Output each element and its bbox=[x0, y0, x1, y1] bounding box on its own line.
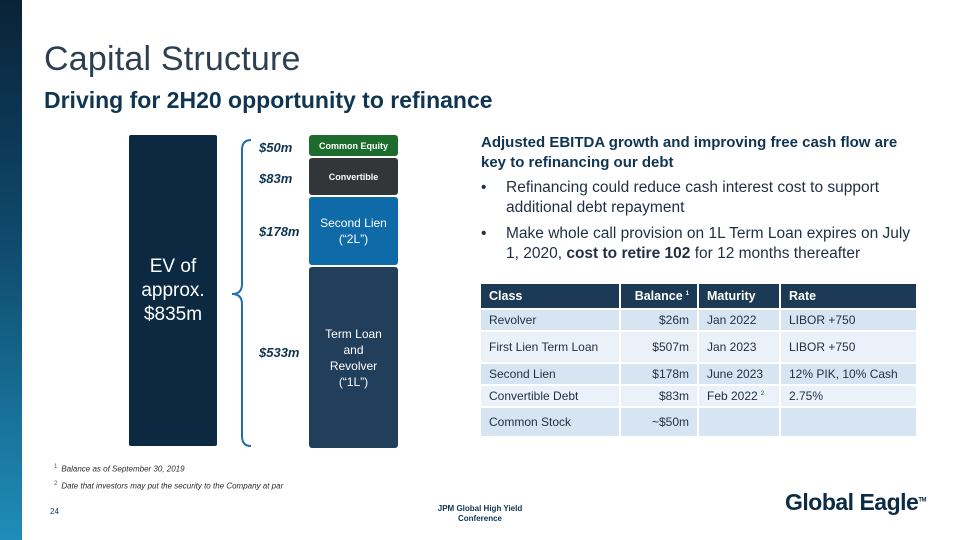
cell-balance: $178m bbox=[621, 362, 699, 384]
header-class: Class bbox=[481, 284, 621, 308]
cell-rate bbox=[781, 406, 916, 436]
cell-maturity bbox=[699, 406, 781, 436]
cell-maturity: Feb 2022 2 bbox=[699, 384, 781, 406]
page-number: 24 bbox=[50, 507, 59, 516]
cell-class: Second Lien bbox=[481, 362, 621, 384]
bullet-text-pre: Make whole call provision on 1L Term Loa… bbox=[506, 225, 911, 262]
table-row: First Lien Term Loan $507m Jan 2023 LIBO… bbox=[481, 330, 916, 362]
ev-line-2: approx. bbox=[141, 279, 205, 301]
footnote-1: 1 Balance as of September 30, 2019 bbox=[54, 464, 185, 474]
logo-trademark: TM bbox=[918, 497, 926, 504]
cell-maturity: June 2023 bbox=[699, 362, 781, 384]
footnote-ref-2: 2 bbox=[760, 391, 765, 397]
bullet-item: • Make whole call provision on 1L Term L… bbox=[481, 224, 921, 264]
bullet-text: Refinancing could reduce cash interest c… bbox=[506, 179, 880, 216]
global-eagle-logo: Global EagleTM bbox=[785, 489, 926, 516]
bullet-text-post: for 12 months thereafter bbox=[690, 245, 861, 262]
bullet-dot-icon: • bbox=[481, 179, 487, 196]
conference-label: JPM Global High Yield Conference bbox=[400, 504, 560, 524]
bullet-dot-icon: • bbox=[481, 225, 487, 242]
cell-class: Common Stock bbox=[481, 406, 621, 436]
cell-rate: 12% PIK, 10% Cash bbox=[781, 362, 916, 384]
second-lien-line-2: (“2L”) bbox=[338, 232, 369, 246]
page-subtitle: Driving for 2H20 opportunity to refinanc… bbox=[44, 87, 493, 113]
amount-common-equity: $50m bbox=[259, 140, 293, 155]
cell-rate: 2.75% bbox=[781, 384, 916, 406]
footnote-ref-1: 1 bbox=[685, 290, 689, 297]
term-loan-line-4: (“1L”) bbox=[338, 374, 369, 389]
term-loan-line-2: and bbox=[343, 342, 364, 357]
header-rate: Rate bbox=[781, 284, 916, 308]
bullet-item: • Refinancing could reduce cash interest… bbox=[481, 178, 921, 218]
debt-table: Class Balance 1 Maturity Rate Revolver $2… bbox=[481, 284, 916, 436]
term-loan-line-1: Term Loan bbox=[325, 326, 382, 341]
table-row: Revolver $26m Jan 2022 LIBOR +750 bbox=[481, 308, 916, 330]
cell-class: Convertible Debt bbox=[481, 384, 621, 406]
logo-text: Global Eagle bbox=[785, 489, 919, 515]
amount-second-lien: $178m bbox=[259, 224, 300, 239]
commentary-heading: Adjusted EBITDA growth and improving fre… bbox=[481, 134, 898, 171]
cell-class: First Lien Term Loan bbox=[481, 330, 621, 362]
table-row: Second Lien $178m June 2023 12% PIK, 10%… bbox=[481, 362, 916, 384]
amount-term-loan: $533m bbox=[259, 345, 300, 360]
cell-rate: LIBOR +750 bbox=[781, 308, 916, 330]
stack-convertible: Convertible bbox=[309, 158, 398, 195]
header-balance: Balance 1 bbox=[621, 284, 699, 308]
sidebar-gradient-bar bbox=[0, 0, 22, 540]
bullet-text-bold: cost to retire 102 bbox=[566, 245, 691, 262]
cell-balance: $83m bbox=[621, 384, 699, 406]
cell-maturity: Jan 2023 bbox=[699, 330, 781, 362]
table-row: Common Stock ~$50m bbox=[481, 406, 916, 436]
page-title: Capital Structure bbox=[44, 40, 301, 78]
table-row: Convertible Debt $83m Feb 2022 2 2.75% bbox=[481, 384, 916, 406]
conference-line-1: JPM Global High Yield bbox=[437, 504, 523, 513]
cell-maturity: Jan 2022 bbox=[699, 308, 781, 330]
ev-line-1: EV of bbox=[149, 255, 197, 277]
stack-common-equity: Common Equity bbox=[309, 135, 398, 156]
cell-class: Revolver bbox=[481, 308, 621, 330]
commentary-bullets: • Refinancing could reduce cash interest… bbox=[481, 178, 921, 270]
conference-line-2: Conference bbox=[457, 514, 502, 523]
cell-balance: ~$50m bbox=[621, 406, 699, 436]
enterprise-value-block: EV of approx. $835m bbox=[129, 135, 217, 446]
header-maturity: Maturity bbox=[699, 284, 781, 308]
cell-balance: $507m bbox=[621, 330, 699, 362]
term-loan-line-3: Revolver bbox=[329, 358, 378, 373]
amount-convertible: $83m bbox=[259, 171, 293, 186]
second-lien-line-1: Second Lien bbox=[320, 216, 387, 230]
cell-rate: LIBOR +750 bbox=[781, 330, 916, 362]
stack-term-loan: Term Loan and Revolver (“1L”) bbox=[309, 267, 398, 448]
ev-line-3: $835m bbox=[143, 303, 203, 325]
curly-brace-icon bbox=[231, 139, 252, 447]
footnote-2: 2 Date that investors may put the securit… bbox=[54, 481, 284, 491]
stack-second-lien: Second Lien (“2L”) bbox=[309, 197, 398, 265]
table-header-row: Class Balance 1 Maturity Rate bbox=[481, 284, 916, 308]
cell-balance: $26m bbox=[621, 308, 699, 330]
